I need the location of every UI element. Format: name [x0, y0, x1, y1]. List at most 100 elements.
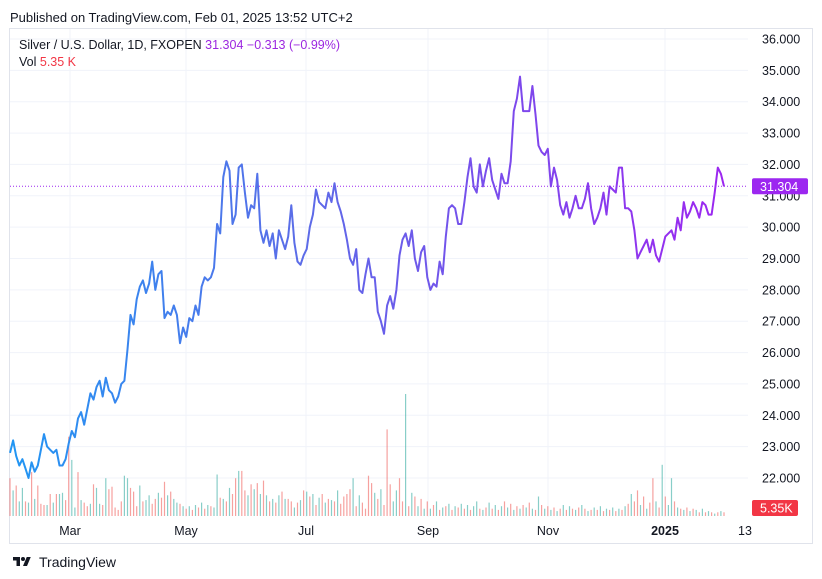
volume-bar	[346, 494, 348, 516]
volume-bar	[204, 508, 206, 516]
volume-bar	[173, 498, 175, 516]
price-series	[9, 75, 725, 479]
volume-bar	[15, 485, 17, 516]
volume-bar	[151, 503, 153, 516]
volume-tag-label: 5.35K	[760, 502, 793, 516]
volume-bar	[154, 498, 156, 516]
volume-bar	[321, 494, 323, 516]
volume-bar	[77, 472, 79, 516]
volume-bar	[306, 491, 308, 516]
volume-bar	[537, 496, 540, 516]
volume-bar	[61, 492, 64, 516]
volume-bar	[442, 507, 444, 516]
y-tick-label: 28.000	[762, 283, 800, 297]
volume-bar	[27, 502, 30, 516]
volume-bar	[309, 496, 311, 516]
volume-bar	[337, 490, 339, 516]
volume-bar	[324, 502, 326, 516]
volume-bar	[547, 506, 549, 516]
volume-bar	[677, 507, 679, 516]
volume-bar	[157, 492, 159, 516]
volume-bar	[612, 507, 614, 516]
legend-volume-row: Vol 5.35 K	[19, 54, 340, 71]
volume-bar	[673, 501, 676, 516]
volume-tag-box	[752, 500, 798, 516]
y-tick-label: 22.000	[762, 472, 800, 486]
volume-bar	[111, 486, 113, 516]
volume-bar	[565, 509, 567, 516]
volume-bar	[497, 509, 499, 516]
volume-bar	[256, 483, 258, 516]
volume-bar	[139, 485, 141, 516]
volume-bar	[510, 503, 512, 516]
volume-bar	[661, 464, 663, 516]
volume-bar	[250, 484, 252, 516]
volume-bar	[133, 491, 135, 516]
volume-bar	[575, 509, 577, 516]
volume-bar	[364, 508, 367, 516]
volume-bar	[571, 508, 574, 516]
volume-bar	[389, 484, 391, 516]
volume-bar	[411, 492, 413, 516]
volume-bar	[102, 505, 104, 516]
volume-bar	[213, 507, 215, 516]
x-tick-label: Sep	[417, 524, 439, 538]
volume-bar	[460, 503, 462, 516]
volume-bar	[281, 491, 283, 516]
volume-bar	[630, 494, 632, 516]
volume-bar	[544, 508, 546, 516]
volume-bar	[210, 506, 212, 516]
y-tick-label: 30.000	[762, 221, 800, 235]
chart-frame	[9, 28, 813, 544]
price-line[interactable]	[9, 75, 725, 479]
x-axis: Mar May Jul Sep Nov 2025 13	[59, 524, 752, 538]
volume-bar	[136, 506, 138, 516]
volume-bar	[451, 509, 453, 516]
volume-bar	[698, 512, 700, 516]
volume-bar	[439, 509, 441, 516]
volume-bar	[37, 485, 39, 516]
tradingview-logo[interactable]: TradingView	[10, 553, 116, 571]
volume-bar	[253, 489, 255, 516]
volume-bar	[633, 501, 635, 516]
volume-bar	[599, 506, 601, 516]
volume-bar	[58, 494, 61, 516]
volume-bar	[374, 492, 376, 516]
volume-bar	[624, 506, 626, 516]
volume-bar	[99, 503, 101, 516]
volume-bar	[188, 506, 190, 516]
volume-bar	[646, 508, 648, 516]
x-tick-label: Jul	[298, 524, 314, 538]
volume-bar	[680, 508, 682, 516]
volume-bar	[593, 507, 595, 516]
volume-bar	[556, 511, 558, 516]
volume-bar	[201, 502, 203, 516]
volume-bar	[49, 494, 51, 516]
volume-bar	[701, 508, 703, 516]
x-tick-label: Nov	[537, 524, 560, 538]
volume-bar	[327, 498, 329, 516]
volume-bar	[284, 498, 286, 516]
legend-change: −0.313 (−0.99%)	[246, 38, 341, 52]
volume-bar	[683, 509, 685, 516]
legend-symbol-row: Silver / U.S. Dollar, 1D, FXOPEN 31.304 …	[19, 37, 340, 54]
price-tag-box	[752, 178, 808, 195]
volume-bar	[500, 506, 503, 516]
y-tick-label: 34.000	[762, 95, 800, 109]
volume-bar	[148, 495, 150, 516]
volume-bar	[9, 478, 11, 516]
volume-bar	[476, 501, 478, 516]
volume-bar	[395, 490, 397, 516]
volume-bar	[392, 501, 394, 516]
volume-bar	[568, 506, 571, 516]
volume-bar	[241, 470, 243, 516]
volume-bar	[609, 509, 611, 516]
volume-bar	[448, 503, 450, 516]
y-tick-label: 33.000	[762, 127, 800, 141]
volume-label: Vol	[19, 55, 37, 69]
volume-bar	[615, 511, 617, 516]
volume-bar	[216, 474, 218, 516]
volume-bar	[423, 508, 425, 516]
volume-bar	[194, 505, 197, 516]
